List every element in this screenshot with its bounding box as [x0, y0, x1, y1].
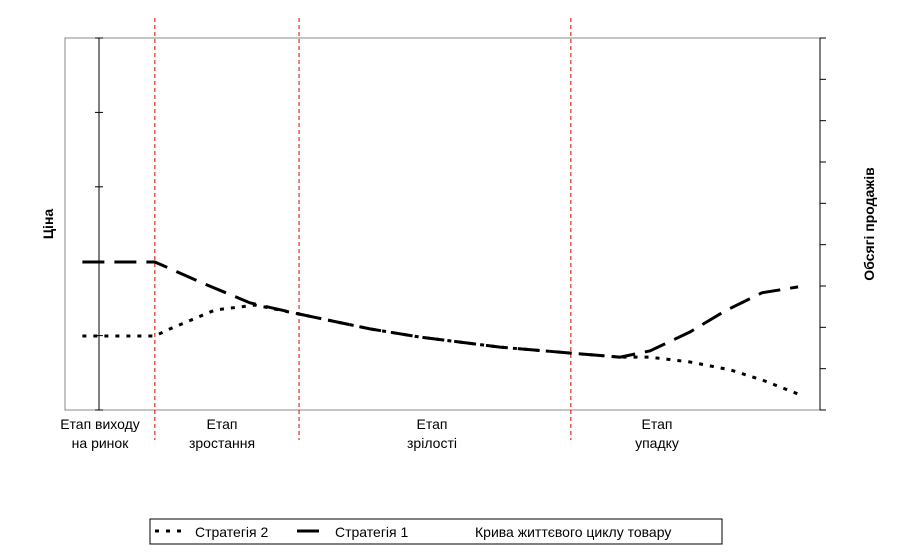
- y2-axis-label: Обсягі продажів: [861, 167, 877, 281]
- stage-label-line: на ринок: [72, 435, 130, 451]
- stage-label-line: Етап: [642, 416, 673, 432]
- stage-label: Етап зростання: [189, 416, 255, 451]
- stage-label: Етап виходу на ринок: [60, 416, 140, 451]
- stage-label-line: упадку: [635, 435, 679, 451]
- legend-box: [149, 518, 723, 545]
- stage-label: Етап зрілості: [407, 416, 457, 451]
- series-line: [82, 260, 799, 359]
- stage-label-line: Етап: [207, 416, 238, 432]
- legend-label: Крива життєвого циклу товару: [475, 524, 671, 540]
- stage-label: Етап упадку: [635, 416, 679, 451]
- y-axis-label: Ціна: [40, 209, 56, 240]
- stage-label-line: Етап виходу: [60, 416, 140, 432]
- stage-label-line: зростання: [189, 435, 255, 451]
- legend-label: Стратегія 1: [335, 524, 409, 540]
- series-line: [82, 303, 799, 396]
- legend-label: Стратегія 2: [195, 524, 269, 540]
- stage-label-line: зрілості: [407, 435, 457, 451]
- stage-label-line: Етап: [417, 416, 448, 432]
- plot-frame: [64, 37, 821, 411]
